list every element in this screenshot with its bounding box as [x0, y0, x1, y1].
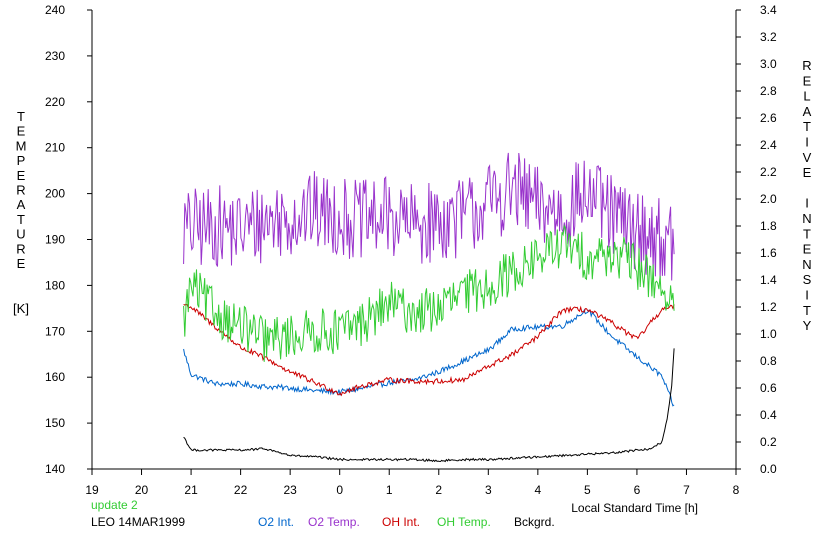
legend-entry: OH Temp. [437, 515, 491, 529]
left-tick-label: 160 [45, 370, 65, 384]
right-axis-title-letter: E [803, 73, 812, 88]
right-tick-label: 1.2 [760, 300, 777, 314]
left-tick-label: 210 [45, 141, 65, 155]
x-tick-label: 23 [283, 483, 297, 497]
right-tick-label: 3.2 [760, 30, 777, 44]
left-tick-label: 190 [45, 233, 65, 247]
right-tick-label: 0.6 [760, 381, 777, 395]
right-axis-title-letter: E [803, 165, 812, 180]
x-tick-label: 21 [184, 483, 198, 497]
right-axis-title-letter: I [805, 196, 809, 211]
right-tick-label: 1.8 [760, 219, 777, 233]
right-axis-title-letter: R [802, 58, 811, 73]
right-axis-title-letter: L [803, 89, 810, 104]
right-tick-label: 3.4 [760, 3, 777, 17]
x-tick-label: 7 [683, 483, 690, 497]
right-axis-title-letter: A [803, 104, 812, 119]
legend-entry: O2 Temp. [308, 515, 360, 529]
right-axis-title-letter: N [802, 211, 811, 226]
right-axis-title-letter: E [803, 242, 812, 257]
x-axis-label: Local Standard Time [h] [571, 501, 698, 515]
right-axis-title-letter: T [803, 119, 811, 134]
right-tick-label: 2.4 [760, 138, 777, 152]
x-tick-label: 3 [485, 483, 492, 497]
x-tick-label: 6 [634, 483, 641, 497]
series-line [183, 224, 675, 362]
left-axis-title-letter: R [16, 183, 25, 198]
x-tick-label: 0 [336, 483, 343, 497]
series-line [183, 308, 675, 407]
left-axis-title-letter: P [17, 153, 26, 168]
right-tick-label: 0.8 [760, 354, 777, 368]
left-tick-label: 180 [45, 278, 65, 292]
right-tick-label: 3.0 [760, 57, 777, 71]
left-axis-title-letter: M [16, 138, 27, 153]
right-tick-label: 2.6 [760, 111, 777, 125]
left-axis-title-letter: E [17, 168, 26, 183]
x-tick-label: 19 [85, 483, 99, 497]
right-axis-title-letter: Y [803, 318, 812, 333]
left-axis-title-letter: A [17, 197, 26, 212]
legend-entry: OH Int. [382, 515, 420, 529]
x-tick-label: 2 [435, 483, 442, 497]
right-axis-title-letter: T [803, 226, 811, 241]
right-tick-label: 0.4 [760, 408, 777, 422]
right-axis-title-letter: I [805, 288, 809, 303]
left-axis-title-letter: E [17, 256, 26, 271]
right-axis-title-letter: S [803, 272, 812, 287]
left-axis-title-letter: T [17, 109, 25, 124]
left-tick-label: 170 [45, 324, 65, 338]
right-axis-title-letter: N [802, 257, 811, 272]
x-tick-label: 20 [135, 483, 149, 497]
left-tick-label: 230 [45, 49, 65, 63]
header-note: update 2 [91, 498, 138, 512]
x-tick-label: 22 [234, 483, 248, 497]
axes: 1401501601701801902002102202302400.00.20… [45, 3, 777, 497]
right-tick-label: 2.2 [760, 165, 777, 179]
right-tick-label: 2.0 [760, 192, 777, 206]
series-line [183, 348, 675, 463]
left-axis-unit: [K] [13, 301, 29, 316]
right-tick-label: 2.8 [760, 84, 777, 98]
right-tick-label: 1.6 [760, 246, 777, 260]
right-tick-label: 0.2 [760, 435, 777, 449]
right-axis-title-letter: T [803, 303, 811, 318]
left-tick-label: 240 [45, 3, 65, 17]
legend-entry: Bckgrd. [514, 515, 555, 529]
series-line [183, 152, 675, 281]
left-tick-label: 220 [45, 95, 65, 109]
x-tick-label: 8 [733, 483, 740, 497]
station-label: LEO 14MAR1999 [91, 515, 185, 529]
right-tick-label: 0.0 [760, 462, 777, 476]
right-tick-label: 1.0 [760, 327, 777, 341]
series-lines [183, 152, 675, 463]
x-tick-label: 4 [535, 483, 542, 497]
x-tick-label: 5 [584, 483, 591, 497]
left-axis-title-letter: U [16, 227, 25, 242]
left-axis-title-letter: E [17, 124, 26, 139]
legend-entry: O2 Int. [258, 515, 294, 529]
series-line [183, 303, 675, 397]
left-axis-title-letter: T [17, 212, 25, 227]
x-tick-label: 1 [386, 483, 393, 497]
right-axis-title-letter: I [805, 135, 809, 150]
right-axis-title-letter: V [803, 150, 812, 165]
left-tick-label: 150 [45, 416, 65, 430]
left-tick-label: 140 [45, 462, 65, 476]
left-axis-title-letter: R [16, 241, 25, 256]
right-tick-label: 1.4 [760, 273, 777, 287]
left-tick-label: 200 [45, 187, 65, 201]
